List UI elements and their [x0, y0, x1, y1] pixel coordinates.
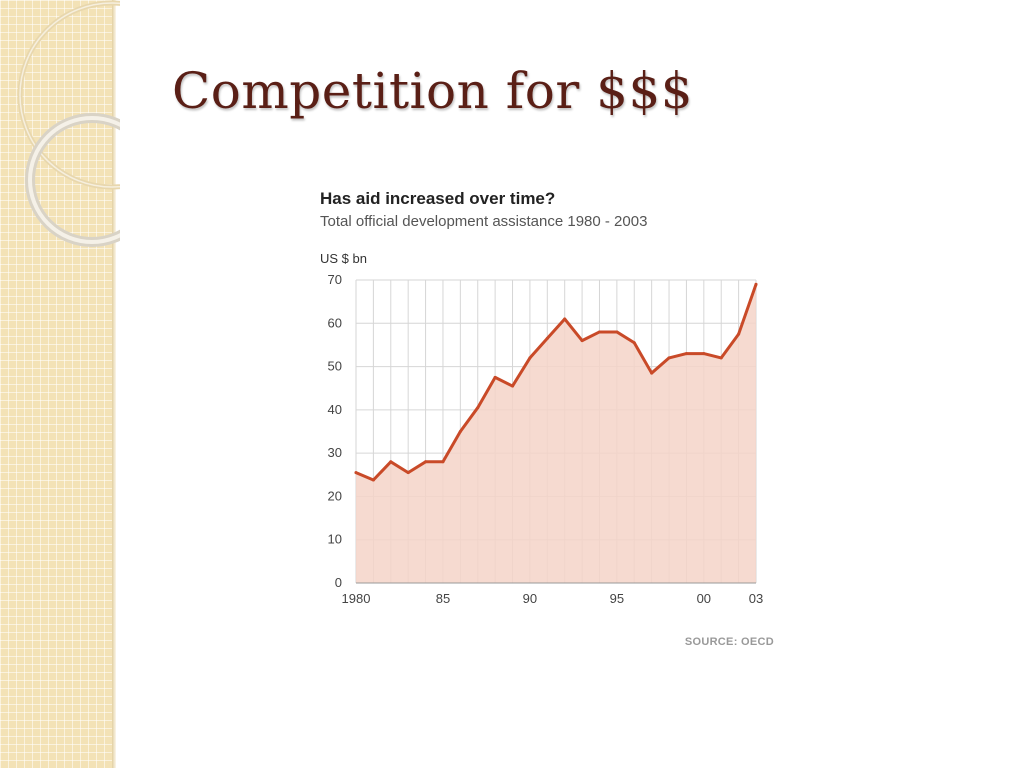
data-point: [702, 352, 706, 356]
y-tick-label: 30: [328, 445, 342, 460]
series-line: [354, 282, 758, 482]
chart-plot-area: 0 10 20 30 40 50 60 70 1980 85 90 95 00 03: [328, 272, 764, 606]
x-tick-label: 03: [749, 591, 763, 606]
x-tick-label: 95: [610, 591, 624, 606]
data-point: [528, 356, 532, 360]
y-tick-label: 0: [335, 575, 342, 590]
data-point: [667, 356, 671, 360]
data-point: [597, 330, 601, 334]
data-point: [389, 460, 393, 464]
y-tick-label: 10: [328, 532, 342, 547]
x-tick-label: 85: [436, 591, 450, 606]
large-ring-highlight: [19, 2, 120, 188]
data-point: [719, 356, 723, 360]
data-point: [458, 430, 462, 433]
data-point: [580, 339, 584, 343]
data-point: [371, 478, 375, 482]
y-axis-label: US $ bn: [320, 251, 367, 266]
data-point: [737, 332, 741, 336]
slide-title: Competition for $$$: [172, 62, 694, 120]
chart-subtitle: Total official development assistance 19…: [320, 213, 648, 230]
data-point: [754, 282, 758, 286]
y-tick-label: 40: [328, 402, 342, 417]
data-point: [615, 330, 619, 334]
decorative-circles: [17, 0, 120, 247]
y-tick-label: 60: [328, 315, 342, 330]
data-point: [650, 371, 654, 375]
series-area: [356, 284, 756, 583]
data-point: [493, 375, 497, 379]
x-tick-label: 00: [697, 591, 711, 606]
side-panel-edge: [112, 0, 116, 768]
aid-chart: Has aid increased over time? Total offic…: [312, 180, 792, 660]
x-tick-label: 1980: [342, 591, 371, 606]
small-ring-highlight: [28, 116, 120, 244]
chart-source: SOURCE: OECD: [684, 636, 774, 648]
data-point: [511, 384, 515, 388]
y-tick-label: 70: [328, 272, 342, 287]
data-point: [424, 460, 428, 464]
x-tick-label: 90: [523, 591, 537, 606]
y-tick-label: 50: [328, 359, 342, 374]
chart-title: Has aid increased over time?: [320, 189, 556, 208]
y-tick-label: 20: [328, 488, 342, 503]
data-point: [545, 336, 549, 340]
data-point: [684, 352, 688, 356]
data-point: [476, 406, 480, 410]
data-point: [354, 471, 358, 475]
data-point: [441, 460, 445, 464]
data-point: [563, 317, 567, 321]
data-point: [632, 341, 636, 345]
data-point: [406, 471, 410, 475]
